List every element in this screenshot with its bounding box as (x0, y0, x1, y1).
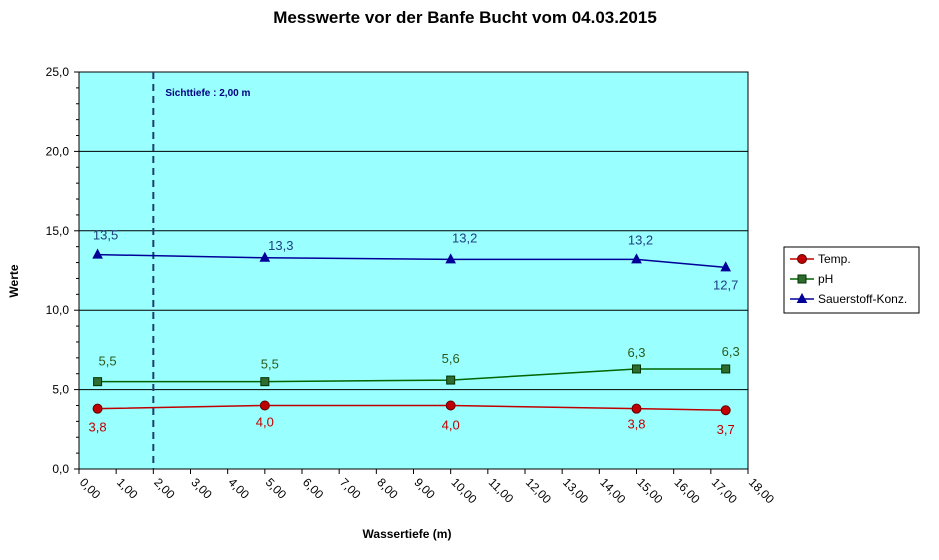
y-tick-label: 5,0 (52, 383, 69, 397)
data-label-ph: 5,5 (99, 354, 117, 369)
x-tick-label: 11,00 (486, 475, 517, 506)
data-label-temp: 3,7 (717, 422, 735, 437)
x-tick-label: 12,00 (523, 475, 554, 506)
plot-area (78, 71, 749, 470)
y-tick-label: 15,0 (46, 224, 70, 238)
data-label-ph: 6,3 (627, 345, 645, 360)
x-axis: 0,00 1,00 2,00 3,00 4,00 5,00 6,00 7,00 8,00 9,00… (77, 469, 777, 507)
data-label-temp: 3,8 (627, 417, 645, 432)
data-point-temp (92, 403, 103, 414)
legend-label-sauerstoff: Sauerstoff-Konz. (818, 292, 907, 306)
data-label-temp: 4,0 (442, 417, 460, 432)
data-label-sauerstoff: 13,5 (93, 228, 118, 243)
y-tick-label: 25,0 (46, 65, 70, 79)
data-point-temp (445, 400, 456, 411)
x-tick-label: 13,00 (560, 475, 591, 506)
data-point-sauerstoff (92, 248, 103, 259)
data-point-temp (720, 405, 731, 416)
x-tick-label: 16,00 (672, 475, 703, 506)
legend: Temp. pH Sauerstoff-Konz. (783, 246, 920, 314)
legend-label-temp: Temp. (818, 252, 851, 266)
x-tick-label: 9,00 (411, 475, 438, 502)
data-point-ph (632, 364, 641, 374)
x-tick-label: 18,00 (746, 475, 777, 506)
data-point-sauerstoff (720, 261, 732, 272)
data-label-sauerstoff: 13,3 (268, 238, 293, 253)
data-label-sauerstoff: 12,7 (713, 277, 738, 292)
y-tick-label: 20,0 (46, 144, 70, 158)
data-point-sauerstoff (259, 251, 271, 262)
y-axis-title: Werte (7, 264, 21, 297)
reference-line-group: Sichttiefe : 2,00 m (152, 72, 250, 469)
data-point-temp (259, 400, 270, 411)
x-tick-label: 14,00 (597, 475, 628, 506)
x-tick-label: 10,00 (449, 475, 480, 506)
x-tick-label: 5,00 (263, 475, 290, 502)
x-axis-title: Wassertiefe (m) (363, 527, 452, 541)
x-tick-label: 4,00 (226, 475, 253, 502)
y-tick-label: 0,0 (52, 462, 69, 476)
data-point-ph (93, 377, 103, 387)
y-tick-label: 10,0 (46, 303, 70, 317)
x-tick-label: 17,00 (709, 475, 740, 506)
data-label-ph: 6,3 (722, 344, 740, 359)
data-point-ph (446, 375, 456, 385)
data-point-sauerstoff (445, 253, 456, 264)
legend-label-ph: pH (818, 272, 833, 286)
x-tick-label: 2,00 (151, 475, 178, 502)
legend-marker-temp (797, 254, 807, 264)
data-label-sauerstoff: 13,2 (452, 230, 477, 245)
grid (79, 150, 748, 391)
x-tick-label: 6,00 (300, 475, 327, 502)
data-label-ph: 5,6 (442, 351, 460, 366)
data-point-ph (721, 364, 731, 374)
chart-title: Messwerte vor der Banfe Bucht vom 04.03.… (273, 8, 657, 27)
data-point-ph (260, 377, 270, 387)
sichttiefe-label: Sichttiefe : 2,00 m (165, 88, 250, 99)
x-tick-label: 15,00 (634, 475, 665, 506)
data-point-temp (631, 403, 642, 414)
series-group: 3,8 4,0 4,0 3,8 3,7 5,5 5,5 5,6 6,3 6,3 13,5 13,3 13… (89, 228, 740, 438)
y-axis: 0,0 5,0 10,0 15,0 20,0 25,0 (46, 65, 79, 476)
x-tick-label: 0,00 (77, 475, 104, 502)
x-tick-label: 3,00 (188, 475, 215, 502)
legend-marker-ph (797, 274, 807, 284)
data-label-ph: 5,5 (261, 357, 279, 372)
legend-marker-sauerstoff (796, 292, 808, 303)
x-tick-label: 7,00 (337, 475, 364, 502)
x-tick-label: 1,00 (114, 475, 141, 502)
data-label-temp: 4,0 (256, 414, 274, 429)
data-label-sauerstoff: 13,2 (628, 232, 653, 247)
x-tick-label: 8,00 (374, 475, 401, 502)
data-label-temp: 3,8 (89, 420, 107, 435)
data-point-sauerstoff (631, 253, 642, 264)
